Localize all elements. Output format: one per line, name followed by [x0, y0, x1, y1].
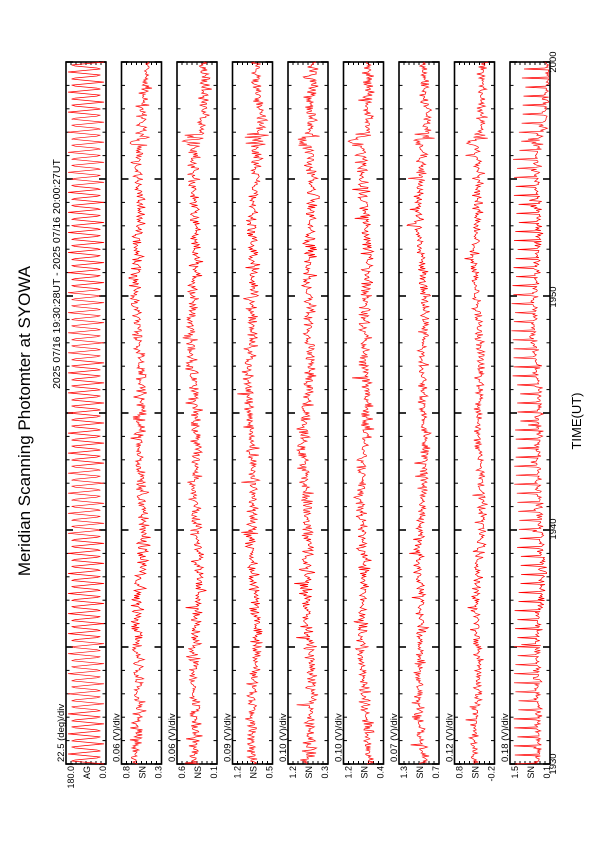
x-tick-label-1950: 1950	[548, 286, 559, 307]
channel-label: SN	[304, 766, 314, 779]
panel-scale-label: 0.18 (V)/div	[500, 713, 511, 762]
channel-label: SN	[138, 766, 148, 779]
x-tick-label-2000: 2000	[548, 51, 559, 72]
y-bottom-label: 0.3	[320, 766, 330, 779]
channel-label: SN	[471, 766, 481, 779]
channel-label: NS	[193, 766, 203, 779]
x-tick-label-1930: 1930	[548, 753, 559, 774]
y-bottom-label: 0.1	[542, 766, 552, 779]
y-top-label: 1.2	[288, 766, 298, 779]
y-bottom-label: 0.0	[98, 766, 108, 779]
chart-title: Meridian Scanning Photomter at SYOWA	[15, 265, 34, 576]
series-trace	[464, 61, 489, 765]
y-top-label: 1.5	[510, 766, 520, 779]
y-top-label: 0.8	[455, 766, 465, 779]
y-top-label: 1.2	[344, 766, 354, 779]
series-trace	[237, 61, 269, 765]
channel-label: SN	[360, 766, 370, 779]
y-bottom-label: 0.3	[154, 766, 164, 779]
channel-label: SN	[415, 766, 425, 779]
y-top-label: 1.3	[399, 766, 409, 779]
panel-scale-label: 0.10 (V)/div	[278, 713, 289, 762]
panel-scale-label: 0.10 (V)/div	[334, 713, 345, 762]
channel-label: AG	[82, 766, 92, 779]
y-top-label: 180.0	[66, 766, 76, 789]
panel-scale-label: 0.06 (V)/div	[167, 713, 178, 762]
series-trace	[128, 61, 153, 765]
y-bottom-label: 0.5	[265, 766, 275, 779]
panel-scale-label: 22.5 (deg)/div	[56, 704, 67, 762]
panel-scale-label: 0.06 (V)/div	[112, 713, 123, 762]
series-trace	[347, 61, 375, 765]
y-top-label: 1.2	[233, 766, 243, 779]
x-axis-label: TIME(UT)	[569, 392, 584, 449]
panel-stack: 22.5 (deg)/div 180.0 AG 0.0 0.06 (V)/div 0.8 S…	[56, 61, 552, 789]
panel-scale-label: 0.07 (V)/div	[389, 713, 400, 762]
series-trace	[406, 61, 435, 765]
series-trace	[294, 61, 320, 765]
chart-subtitle: 2025 07/16 19:30:28UT - 2025 07/16 20:00…	[51, 159, 63, 389]
y-top-label: 0.8	[122, 766, 132, 779]
y-bottom-label: 0.4	[376, 766, 386, 779]
x-tick-label-1940: 1940	[548, 518, 559, 539]
panel-scale-label: 0.12 (V)/div	[445, 713, 456, 762]
channel-label: SN	[526, 766, 536, 779]
y-top-label: 0.6	[177, 766, 187, 779]
series-trace	[511, 61, 550, 765]
y-bottom-label: -0.2	[487, 766, 497, 782]
y-bottom-label: 0.1	[209, 766, 219, 779]
series-trace	[67, 61, 105, 765]
panel-scale-label: 0.09 (V)/div	[223, 713, 234, 762]
y-bottom-label: 0.7	[431, 766, 441, 779]
series-trace	[181, 61, 212, 765]
channel-label: NS	[249, 766, 259, 779]
